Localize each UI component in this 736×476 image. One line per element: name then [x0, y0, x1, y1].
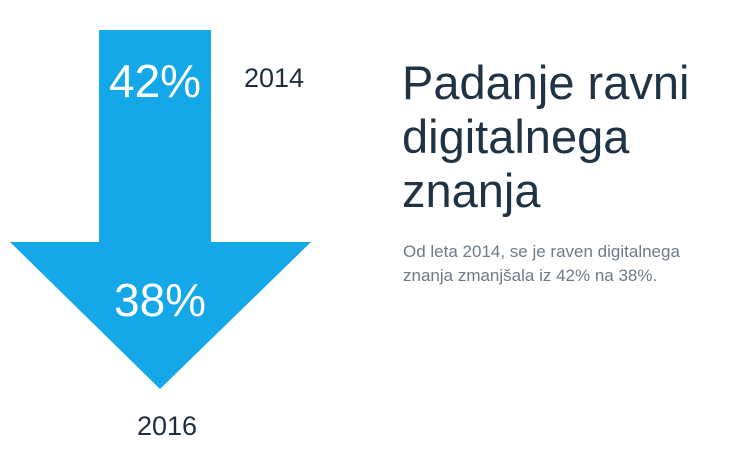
page-title: Padanje ravni digitalnega znanja	[402, 56, 690, 217]
end-year: 2016	[137, 411, 198, 441]
start-percentage: 42%	[109, 55, 202, 107]
description-text: Od leta 2014, se je raven digitalnega zn…	[403, 242, 680, 285]
end-percentage: 38%	[114, 274, 207, 326]
start-year: 2014	[244, 63, 305, 93]
down-arrow-shape	[10, 30, 311, 389]
